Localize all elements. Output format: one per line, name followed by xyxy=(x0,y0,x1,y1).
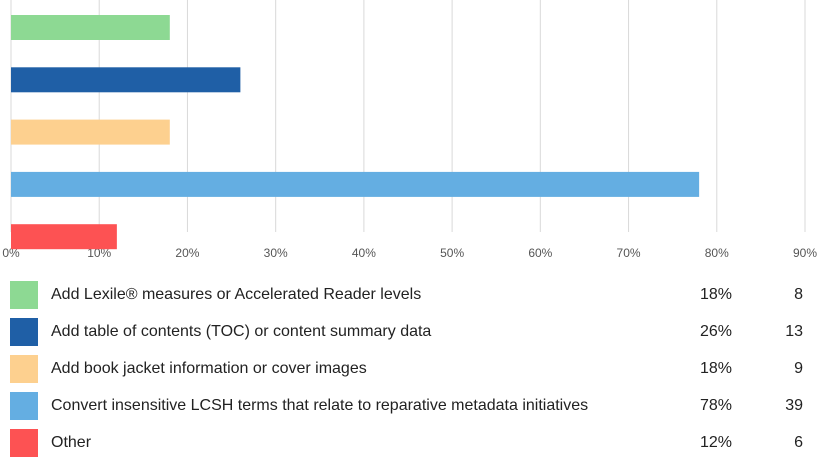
legend-count: 39 xyxy=(785,397,803,414)
x-tick-label: 0% xyxy=(2,246,20,260)
legend-count: 13 xyxy=(785,323,803,340)
legend-swatch xyxy=(10,318,38,346)
legend-percent: 18% xyxy=(699,360,732,377)
legend-count: 9 xyxy=(794,360,803,377)
legend-label: Convert insensitive LCSH terms that rela… xyxy=(51,397,589,414)
bar xyxy=(11,119,170,145)
legend-row: Convert insensitive LCSH terms that rela… xyxy=(0,392,821,422)
x-tick-label: 60% xyxy=(528,246,552,260)
bar-chart: 0% 10% 20% 30% 40% 50% 60% 70% 80% 90% xyxy=(2,0,817,260)
legend-count: 6 xyxy=(794,434,803,451)
legend-swatch xyxy=(10,281,38,309)
legend-label: Add Lexile® measures or Accelerated Read… xyxy=(51,286,422,303)
bar xyxy=(11,171,700,197)
legend-swatch xyxy=(10,355,38,383)
x-tick-label: 10% xyxy=(87,246,111,260)
legend-row: Add Lexile® measures or Accelerated Read… xyxy=(0,281,821,311)
legend-row: Other 12% 6 xyxy=(0,429,821,459)
legend-percent: 18% xyxy=(699,286,732,303)
legend-label: Other xyxy=(51,434,92,451)
bar xyxy=(11,15,170,40)
x-tick-label: 30% xyxy=(264,246,288,260)
x-tick-label: 50% xyxy=(440,246,464,260)
x-tick-label: 80% xyxy=(705,246,729,260)
bar xyxy=(11,224,117,250)
legend-count: 8 xyxy=(794,286,803,303)
legend-row: Add table of contents (TOC) or content s… xyxy=(0,318,821,348)
x-tick-label: 40% xyxy=(352,246,376,260)
legend-swatch xyxy=(10,429,38,457)
legend-percent: 26% xyxy=(699,323,732,340)
legend-percent: 78% xyxy=(699,397,732,414)
legend-swatch xyxy=(10,392,38,420)
x-tick-label: 90% xyxy=(793,246,817,260)
legend-percent: 12% xyxy=(699,434,732,451)
legend-label: Add book jacket information or cover ima… xyxy=(51,360,367,377)
x-tick-label: 70% xyxy=(617,246,641,260)
x-tick-label: 20% xyxy=(175,246,199,260)
legend-row: Add book jacket information or cover ima… xyxy=(0,355,821,385)
legend-label: Add table of contents (TOC) or content s… xyxy=(51,323,432,340)
bar xyxy=(11,67,241,93)
